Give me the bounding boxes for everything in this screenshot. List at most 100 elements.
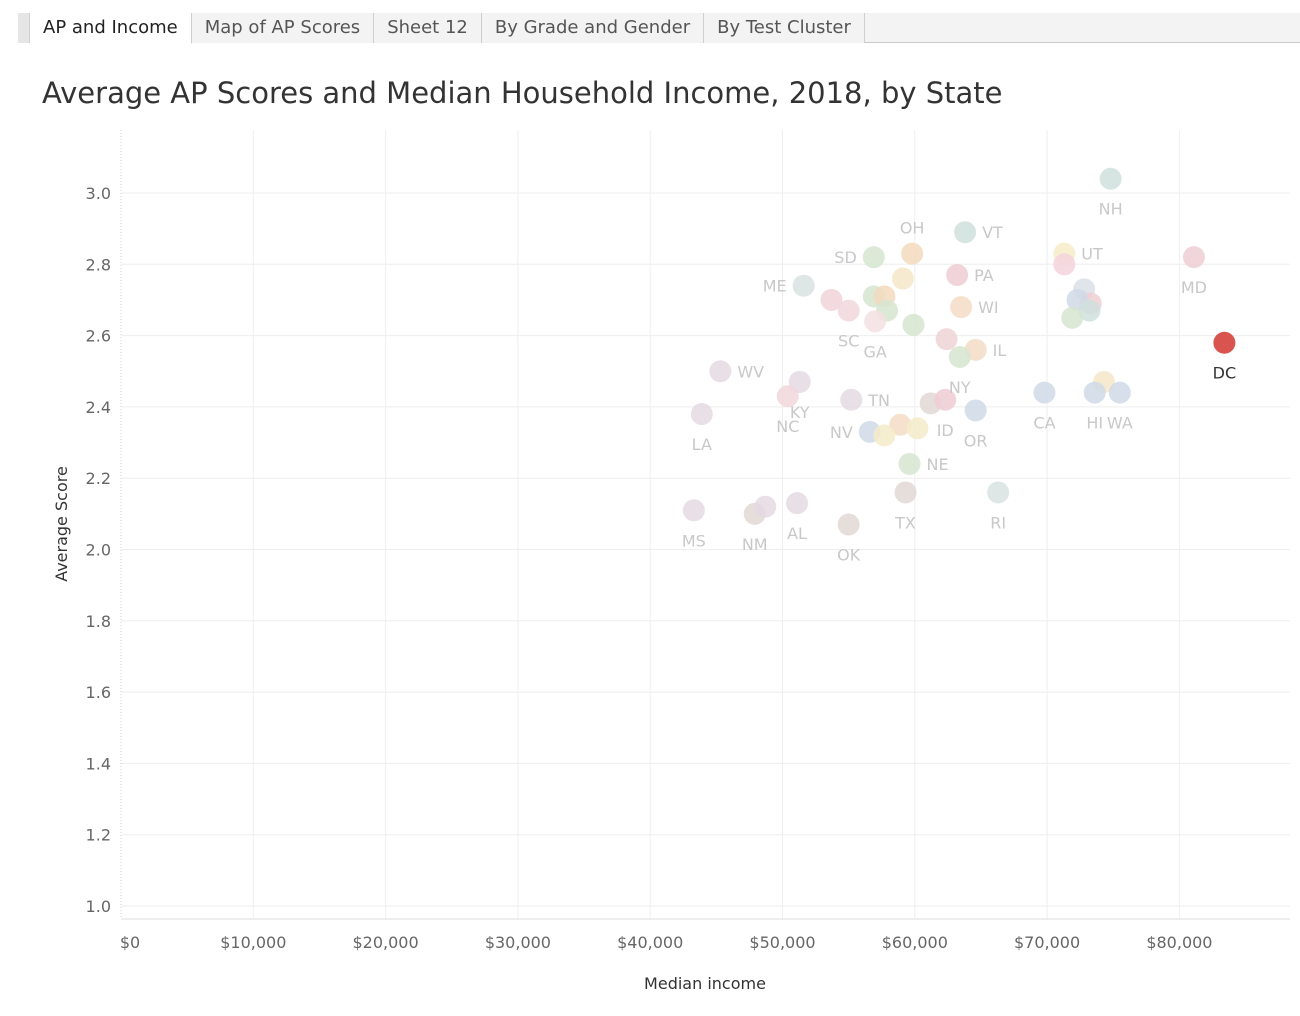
grid-layer	[121, 130, 1290, 919]
point-label-id: ID	[937, 421, 954, 440]
point-hi[interactable]	[1083, 381, 1106, 404]
point-sc[interactable]	[837, 299, 860, 322]
chart-title: Average AP Scores and Median Household I…	[42, 76, 1003, 110]
y-tick-label: 1.2	[86, 826, 111, 845]
point-label-nh: NH	[1099, 200, 1123, 219]
point-dc[interactable]	[1213, 331, 1236, 354]
point-ne[interactable]	[898, 452, 921, 475]
point-state[interactable]	[873, 424, 896, 447]
point-state[interactable]	[889, 413, 912, 436]
x-tick-label: $30,000	[485, 933, 551, 952]
point-label-ca: CA	[1033, 414, 1055, 433]
x-axis-title: Median income	[644, 974, 766, 993]
point-state[interactable]	[820, 288, 843, 311]
point-label-tn: TN	[867, 391, 890, 410]
x-tick-label: $80,000	[1146, 933, 1212, 952]
point-state[interactable]	[902, 313, 925, 336]
point-label-ok: OK	[837, 546, 861, 565]
y-axis-title: Average Score	[52, 466, 71, 582]
point-tx[interactable]	[894, 481, 917, 504]
point-label-sd: SD	[834, 248, 856, 267]
tab-ap-and-income[interactable]: AP and Income	[30, 13, 192, 44]
point-label-or: OR	[964, 431, 988, 450]
point-ga[interactable]	[864, 310, 887, 333]
x-tick-label: $40,000	[617, 933, 683, 952]
y-tick-label: 3.0	[86, 184, 111, 203]
point-state[interactable]	[1053, 253, 1076, 276]
point-label-il: IL	[993, 341, 1007, 360]
y-tick-label: 2.2	[86, 469, 111, 488]
point-state[interactable]	[935, 328, 958, 351]
point-nh[interactable]	[1099, 167, 1122, 190]
point-state[interactable]	[906, 417, 929, 440]
point-state[interactable]	[754, 495, 777, 518]
x-tick-label: $10,000	[220, 933, 286, 952]
point-wa[interactable]	[1108, 381, 1131, 404]
tab-map-of-ap-scores[interactable]: Map of AP Scores	[191, 13, 375, 43]
point-label-al: AL	[787, 524, 807, 543]
point-ca[interactable]	[1033, 381, 1056, 404]
x-tick-label: $0	[120, 933, 140, 952]
x-tick-label: $70,000	[1014, 933, 1080, 952]
sheet-tabs: AP and Income Map of AP Scores Sheet 12 …	[30, 13, 865, 44]
point-vt[interactable]	[954, 221, 977, 244]
point-label-ms: MS	[682, 531, 706, 550]
x-tick-label: $60,000	[882, 933, 948, 952]
y-tick-label: 2.6	[86, 327, 111, 346]
y-tick-label: 1.6	[86, 683, 111, 702]
tab-by-grade-and-gender[interactable]: By Grade and Gender	[481, 13, 705, 43]
point-state[interactable]	[891, 267, 914, 290]
tab-by-test-cluster[interactable]: By Test Cluster	[704, 13, 865, 43]
point-label-nc: NC	[776, 417, 799, 436]
point-label-ut: UT	[1081, 245, 1103, 264]
y-tick-label: 2.4	[86, 398, 111, 417]
point-oh[interactable]	[901, 242, 924, 265]
point-label-pa: PA	[974, 266, 994, 285]
point-al[interactable]	[786, 492, 809, 515]
axis-layer: 1.0 1.2 1.4 1.6 1.8 2.0 2.2 2.4 2.6 2.8 3.0 $0 $10,0…	[86, 130, 1290, 952]
point-label-nv: NV	[830, 423, 853, 442]
point-label-ga: GA	[863, 342, 886, 361]
point-pa[interactable]	[946, 263, 969, 286]
y-tick-label: 2.8	[86, 255, 111, 274]
point-ri[interactable]	[987, 481, 1010, 504]
x-tick-label: $50,000	[749, 933, 815, 952]
y-tick-label: 1.0	[86, 897, 111, 916]
point-or[interactable]	[964, 399, 987, 422]
point-label-oh: OH	[900, 219, 925, 238]
point-id[interactable]	[934, 388, 957, 411]
point-label-nm: NM	[742, 535, 768, 554]
point-state[interactable]	[1061, 306, 1084, 329]
point-label-vt: VT	[982, 223, 1003, 242]
y-tick-label: 2.0	[86, 541, 111, 560]
point-state[interactable]	[1078, 299, 1101, 322]
point-ms[interactable]	[682, 499, 705, 522]
point-label-dc: DC	[1213, 364, 1237, 383]
tab-bar-stub	[18, 13, 30, 43]
point-me[interactable]	[792, 274, 815, 297]
sheet-tab-bar: AP and Income Map of AP Scores Sheet 12 …	[18, 13, 1300, 44]
point-label-me: ME	[763, 277, 787, 296]
point-ok[interactable]	[837, 513, 860, 536]
x-tick-label: $20,000	[353, 933, 419, 952]
point-ny[interactable]	[948, 345, 971, 368]
point-tn[interactable]	[840, 388, 863, 411]
y-tick-label: 1.4	[86, 754, 111, 773]
tab-sheet-12[interactable]: Sheet 12	[374, 13, 482, 43]
point-wi[interactable]	[950, 296, 973, 319]
point-label-ky: KY	[790, 403, 810, 422]
point-label-wi: WI	[978, 298, 999, 317]
point-label-md: MD	[1181, 278, 1207, 297]
point-sd[interactable]	[862, 246, 885, 269]
point-nc[interactable]	[776, 385, 799, 408]
point-wv[interactable]	[709, 360, 732, 383]
point-label-wa: WA	[1107, 414, 1133, 433]
y-tick-label: 1.8	[86, 612, 111, 631]
point-label-tx: TX	[894, 513, 916, 532]
point-la[interactable]	[690, 403, 713, 426]
point-md[interactable]	[1182, 246, 1205, 269]
point-label-ny: NY	[949, 378, 971, 397]
point-label-sc: SC	[838, 332, 859, 351]
